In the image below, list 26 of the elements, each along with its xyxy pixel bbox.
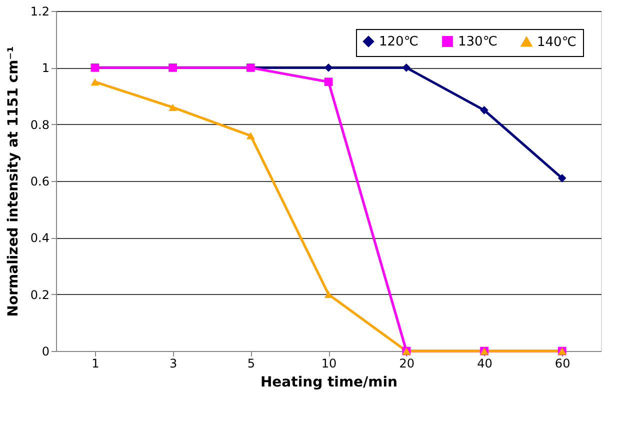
point <box>168 104 177 111</box>
x-tick-label: 10 <box>321 356 337 370</box>
point <box>246 132 255 140</box>
y-tick-label: 1.2 <box>30 4 50 18</box>
x-tick-label: 40 <box>477 356 492 370</box>
legend-label: 130℃ <box>458 34 498 50</box>
point <box>90 78 100 86</box>
legend-label: 120℃ <box>379 34 418 50</box>
y-axis-title: Normalized intensity at 1151 cm⁻¹ <box>5 46 22 317</box>
x-axis-title: Heating time/min <box>260 374 398 390</box>
x-tick-label: 1 <box>92 356 100 370</box>
y-tick-label: 0.4 <box>30 231 50 246</box>
x-tick-label: 5 <box>247 356 255 370</box>
point <box>558 174 566 182</box>
y-tick-label: 0.8 <box>30 118 50 132</box>
y-tick-label: 0.2 <box>30 288 50 302</box>
point <box>402 63 411 72</box>
y-tick-label: 0.6 <box>30 174 50 188</box>
x-tick-label: 3 <box>169 356 178 370</box>
legend-label: 140℃ <box>537 34 576 50</box>
y-tick-label: 0 <box>42 344 50 358</box>
x-tick-label: 20 <box>399 356 414 370</box>
point <box>324 78 333 86</box>
y-tick-label: 1 <box>42 61 50 76</box>
x-tick-label: 60 <box>554 356 570 370</box>
point <box>480 106 488 114</box>
